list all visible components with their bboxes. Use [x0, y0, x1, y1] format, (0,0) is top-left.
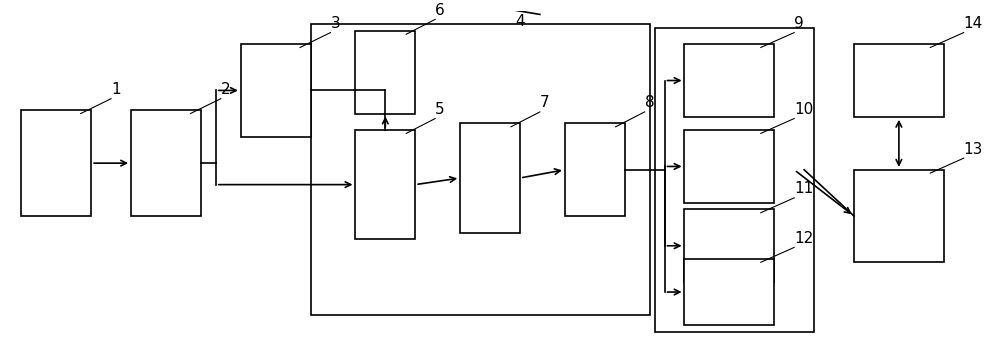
Bar [684, 130, 774, 203]
Bar [241, 44, 311, 137]
Bar [21, 110, 91, 216]
Text: 3: 3 [330, 16, 340, 31]
Bar [131, 110, 201, 216]
Text: 9: 9 [794, 16, 804, 31]
Text: 2: 2 [221, 82, 230, 97]
Bar [684, 210, 774, 282]
Text: 10: 10 [794, 102, 813, 117]
Bar [854, 44, 944, 117]
Text: 13: 13 [964, 142, 983, 156]
Bar [684, 44, 774, 117]
Bar [355, 31, 415, 114]
Text: 11: 11 [794, 181, 813, 196]
Text: 12: 12 [794, 231, 813, 246]
Text: 8: 8 [645, 95, 654, 110]
Bar [565, 123, 625, 216]
Text: 1: 1 [111, 82, 121, 97]
Text: 7: 7 [540, 95, 550, 110]
Text: 14: 14 [964, 16, 983, 31]
Text: 6: 6 [435, 3, 445, 18]
Bar [854, 170, 944, 262]
Text: 5: 5 [435, 102, 445, 117]
Text: 4: 4 [515, 14, 525, 29]
Bar [655, 28, 814, 332]
Bar [311, 24, 650, 315]
Bar [460, 123, 520, 233]
Bar [684, 259, 774, 325]
Bar [355, 130, 415, 239]
